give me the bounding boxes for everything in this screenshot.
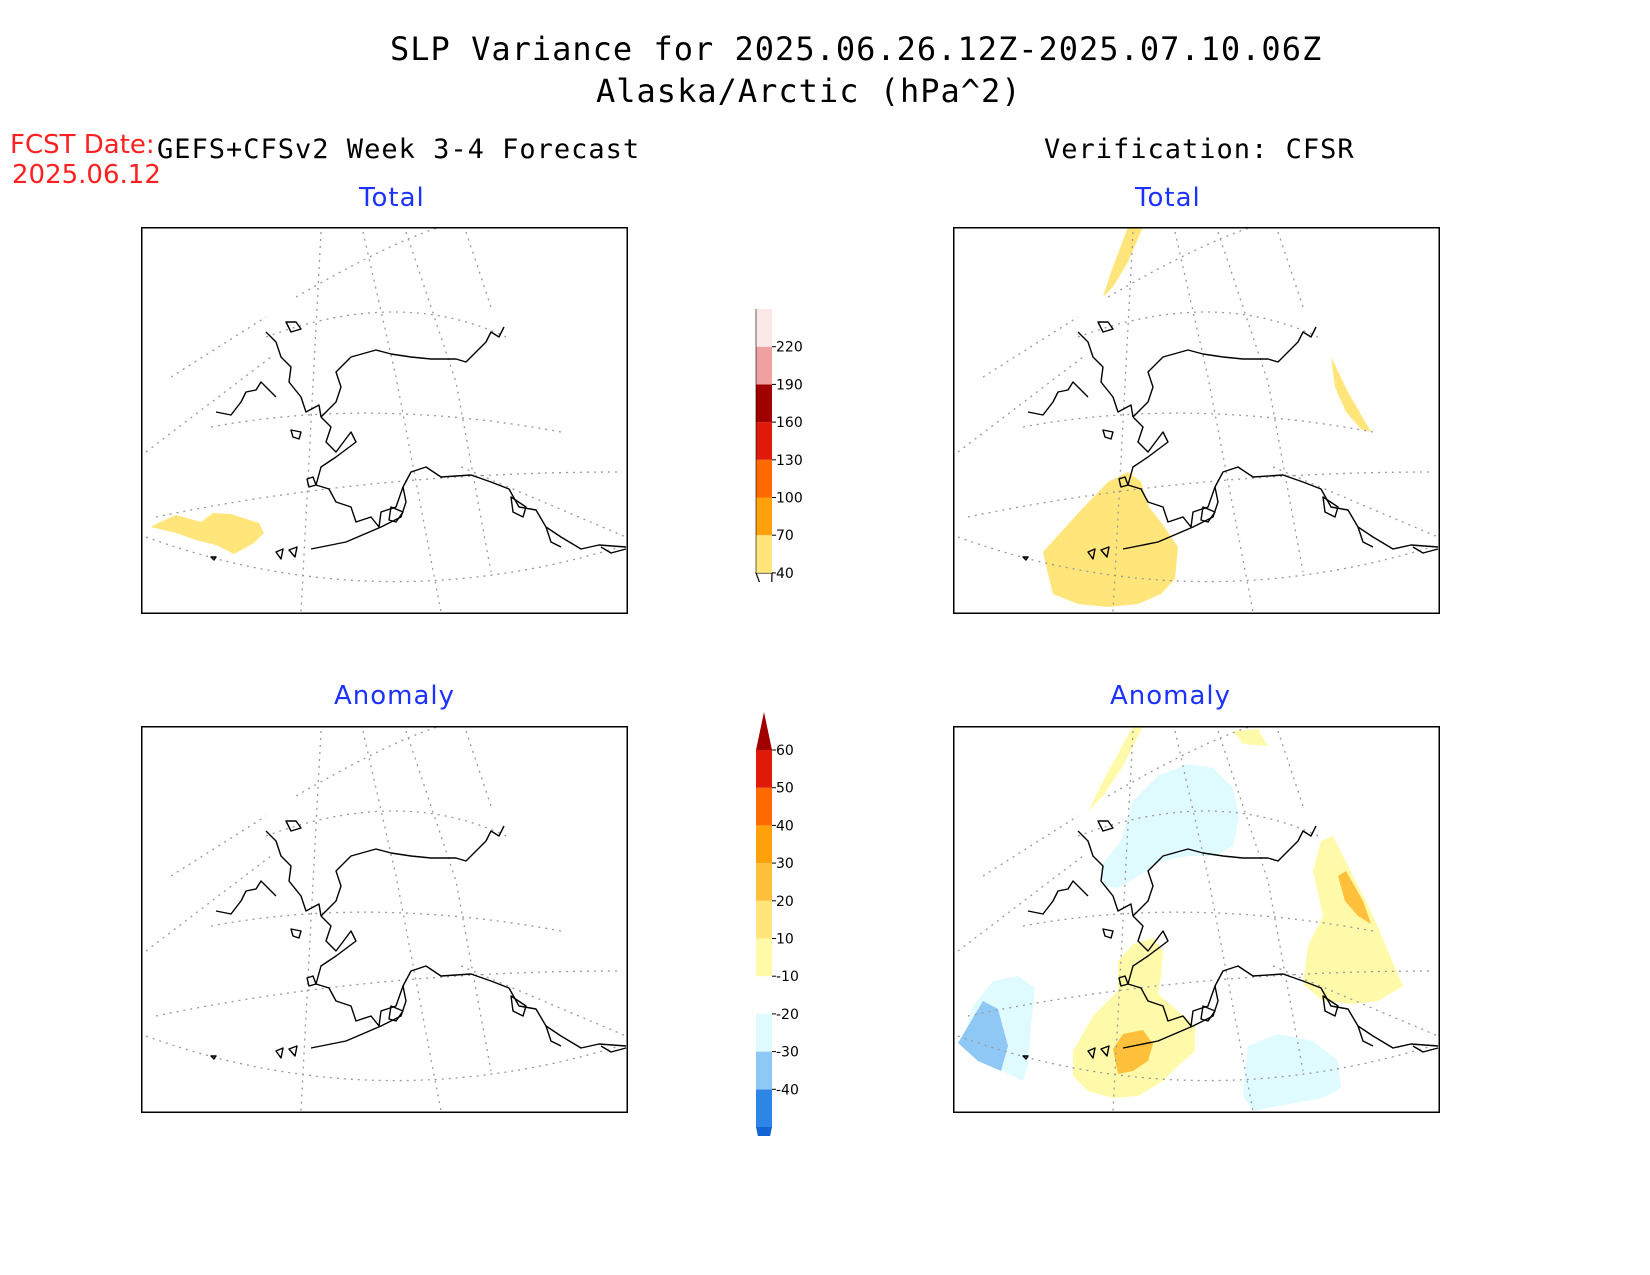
contour-shade [1043, 472, 1178, 607]
colorbar-anomaly-label: -20 [776, 1007, 799, 1023]
colorbar-total-lower-end [755, 572, 773, 582]
fcst-date-value: 2025.06.12 [12, 160, 161, 190]
main-subtitle: Alaska/Arctic (hPa^2) [596, 72, 1022, 110]
main-title: SLP Variance for 2025.06.26.12Z-2025.07.… [390, 30, 1323, 68]
colorbar-anomaly-box [756, 976, 772, 1014]
colorbar-total-box [756, 535, 772, 573]
colorbar-anomaly-box [756, 787, 772, 826]
colorbar-anomaly: -40 -30 -20 -10 10 20 30 40 50 60 [756, 712, 799, 1136]
colorbar-total-box [756, 384, 772, 423]
colorbar-anomaly-box [756, 750, 772, 788]
colorbar-anomaly-label: -30 [776, 1045, 799, 1061]
colorbar-total-box [756, 422, 772, 460]
colorbar-total-box [756, 346, 772, 385]
colorbar-total-label: 130 [776, 453, 803, 469]
contour-shade [1073, 938, 1195, 1098]
colorbar-total-label: 70 [776, 528, 794, 544]
map-forecast-anomaly [141, 726, 628, 1113]
colorbar-total-upper-end [756, 269, 772, 309]
colorbar-total-box [756, 309, 772, 347]
colorbar-anomaly-label: -10 [776, 969, 799, 985]
colorbar-anomaly-label: -40 [776, 1082, 799, 1098]
colorbar-total-box [756, 459, 772, 498]
contour-shade [1088, 726, 1143, 811]
panel-label-verification-anomaly: Anomaly [1110, 681, 1232, 711]
contour-shade [1331, 357, 1371, 432]
colorbar-total-label: 220 [776, 340, 803, 356]
contour-shade [958, 1001, 1008, 1071]
colorbar-total: 40 70 100 130 160 190 220 [755, 269, 803, 582]
colorbar-total-box [756, 497, 772, 536]
colorbar-anomaly-upper-end [756, 712, 772, 750]
panel-label-forecast-anomaly: Anomaly [334, 681, 456, 711]
colorbar-anomaly-label: 10 [776, 932, 794, 948]
colorbar-anomaly-label: 60 [776, 743, 794, 759]
verification-header: Verification: CFSR [1044, 134, 1355, 165]
colorbar-anomaly-label: 20 [776, 894, 794, 910]
colorbar-anomaly-label: 40 [776, 818, 794, 834]
map-forecast-total [141, 227, 628, 614]
contour-shade [1113, 1030, 1153, 1074]
colorbar-total-label: 100 [776, 491, 803, 507]
colorbar-anomaly-box [756, 1089, 772, 1127]
panel-label-verification-total: Total [1135, 183, 1201, 213]
colorbar-total-label: 160 [776, 415, 803, 431]
forecast-header: GEFS+CFSv2 Week 3-4 Forecast [157, 134, 641, 165]
fcst-date-label: FCST Date: [10, 130, 155, 160]
contour-shade [1101, 764, 1239, 888]
contour-shade [1243, 1034, 1341, 1111]
colorbar-anomaly-label: 50 [776, 781, 794, 797]
colorbar-anomaly-box [756, 1013, 772, 1052]
colorbar-anomaly-box [756, 825, 772, 864]
contour-shade [1233, 729, 1268, 746]
colorbar-anomaly-box [756, 863, 772, 901]
colorbar-anomaly-box [756, 938, 772, 977]
colorbar-total-label: 40 [776, 566, 794, 582]
contour-shade [1338, 871, 1371, 924]
colorbar-anomaly-box [756, 1051, 772, 1090]
map-verification-total [953, 227, 1440, 614]
panel-label-forecast-total: Total [359, 183, 425, 213]
contour-shade [151, 513, 264, 554]
contour-shade [1103, 227, 1143, 297]
colorbar-anomaly-label: 30 [776, 856, 794, 872]
colorbar-anomaly-box [756, 900, 772, 939]
colorbar-total-label: 190 [776, 377, 803, 393]
colorbar-anomaly-lower-end [756, 1127, 772, 1136]
contour-shade [1303, 836, 1403, 1004]
map-verification-anomaly [953, 726, 1440, 1113]
